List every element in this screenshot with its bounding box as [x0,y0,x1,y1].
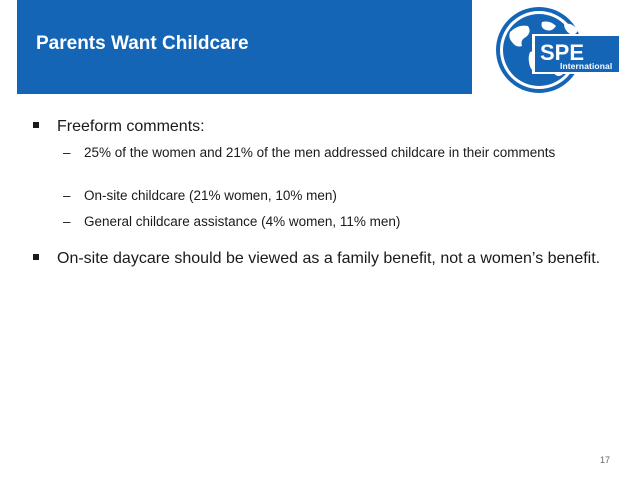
bullet-text: Freeform comments: [57,118,205,135]
sub-bullet-item: – On-site childcare (21% women, 10% men) [63,187,573,205]
dash-bullet-icon: – [63,188,71,203]
bullet-text: On-site daycare should be viewed as a fa… [57,250,601,267]
slide-title: Parents Want Childcare [36,33,249,54]
sub-bullet-item: – 25% of the women and 21% of the men ad… [63,144,573,162]
bullet-item: Freeform comments: [33,116,603,137]
square-bullet-icon [33,122,39,128]
dash-bullet-icon: – [63,145,71,160]
sub-bullet-item: – General childcare assistance (4% women… [63,213,573,231]
sub-bullet-text: 25% of the women and 21% of the men addr… [84,145,556,160]
logo-main-text: SPE [540,40,584,65]
sub-bullet-text: General childcare assistance (4% women, … [84,214,401,229]
dash-bullet-icon: – [63,214,71,229]
bullet-item: On-site daycare should be viewed as a fa… [33,248,603,269]
logo-subtitle: International [560,61,613,71]
globe-logo-icon: SPE [496,7,622,93]
title-bar: Parents Want Childcare [17,0,472,94]
page-number: 17 [600,455,611,465]
sub-bullet-text: On-site childcare (21% women, 10% men) [84,188,337,203]
square-bullet-icon [33,254,39,260]
spe-international-logo: SPE International [480,2,630,94]
